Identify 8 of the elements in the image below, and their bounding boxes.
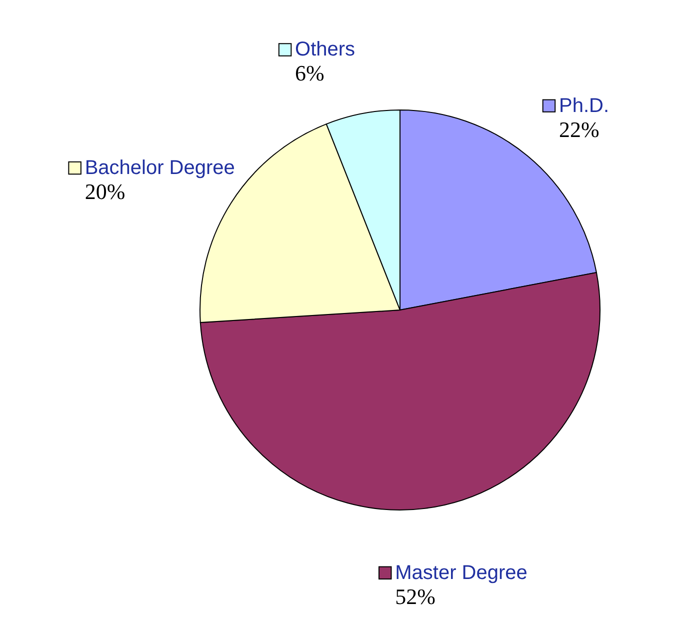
legend-label: Ph.D. bbox=[558, 94, 610, 117]
data-label: 6% bbox=[295, 60, 324, 86]
legend-label: Bachelor Degree bbox=[84, 157, 235, 180]
data-label: 22% bbox=[558, 116, 600, 142]
legend-label: Master Degree bbox=[395, 562, 528, 584]
data-label: 20% bbox=[84, 179, 126, 204]
legend-label: Others bbox=[295, 38, 356, 61]
data-label: 52% bbox=[395, 584, 436, 609]
